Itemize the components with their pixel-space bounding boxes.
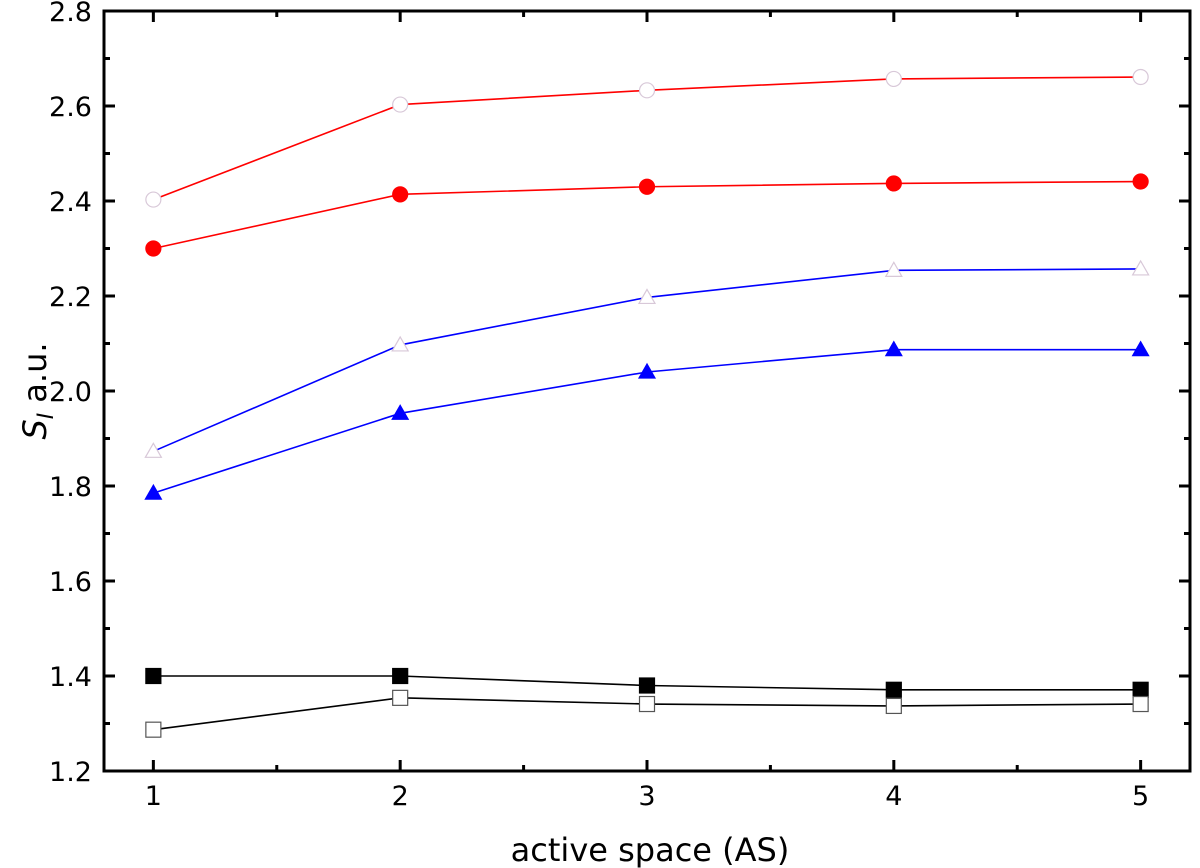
data-point-triangle	[391, 335, 410, 352]
data-point-square	[1132, 681, 1149, 698]
series-4	[144, 340, 1150, 500]
y-tick-label: 1.4	[49, 662, 92, 693]
data-point-triangle	[144, 442, 163, 458]
data-point-square	[638, 677, 656, 694]
data-point-triangle	[1131, 259, 1150, 276]
y-tick-label: 1.2	[49, 757, 92, 788]
data-point-circle	[1132, 68, 1149, 86]
series-3	[144, 259, 1150, 458]
data-point-circle	[638, 82, 656, 99]
axis-tick-labels: 1.2 1.4 1.6 1.8 2.0 2.2 2.4 2.6 2.8 1 2 3 4 5	[49, 0, 1149, 812]
data-point-triangle	[637, 362, 657, 379]
y-axis-subscript: I	[34, 413, 59, 420]
data-point-triangle	[391, 404, 410, 420]
data-point-square	[885, 697, 902, 715]
data-point-circle	[145, 240, 162, 257]
data-point-square	[1132, 695, 1149, 713]
data-point-circle	[145, 191, 162, 208]
x-axis-title: active space (AS)	[511, 831, 790, 868]
data-point-circle	[885, 175, 902, 192]
y-tick-label: 1.6	[49, 567, 92, 598]
x-tick-label: 4	[885, 781, 902, 812]
y-tick-label: 2.4	[49, 187, 92, 218]
y-axis-symbol: S	[16, 419, 54, 439]
x-tick-label: 5	[1132, 781, 1149, 812]
data-point-square	[145, 721, 162, 738]
series-5	[145, 667, 1149, 698]
y-axis-unit: a.u.	[16, 342, 54, 402]
y-tick-label: 2.8	[49, 0, 92, 28]
y-axis-title: SIa.u.	[16, 342, 59, 439]
data-point-circle	[1132, 173, 1149, 190]
data-point-circle	[885, 70, 902, 88]
x-tick-label: 3	[638, 781, 655, 812]
data-point-square	[145, 667, 162, 685]
data-point-circle	[392, 186, 409, 203]
data-point-circle	[638, 178, 656, 195]
data-point-square	[638, 695, 656, 713]
x-tick-label: 1	[145, 781, 162, 812]
series-1	[145, 68, 1149, 208]
data-point-triangle	[637, 288, 657, 305]
x-tick-label: 2	[392, 781, 409, 812]
y-tick-label: 1.8	[49, 472, 92, 503]
axis-ticks	[104, 11, 1190, 771]
series-layer	[144, 68, 1150, 738]
plot-frame	[102, 9, 1192, 773]
series-2	[145, 173, 1149, 257]
data-point-triangle	[144, 483, 163, 500]
data-point-square	[392, 689, 409, 706]
data-point-circle	[392, 96, 409, 113]
y-tick-label: 2.2	[49, 282, 92, 313]
data-point-square	[885, 681, 902, 698]
data-point-square	[392, 667, 409, 685]
data-point-triangle	[884, 340, 903, 357]
y-tick-label: 2.6	[49, 92, 92, 123]
data-point-triangle	[1131, 340, 1150, 357]
data-point-triangle	[884, 261, 903, 277]
series-6	[145, 689, 1149, 738]
y-tick-label: 2.0	[49, 377, 92, 408]
